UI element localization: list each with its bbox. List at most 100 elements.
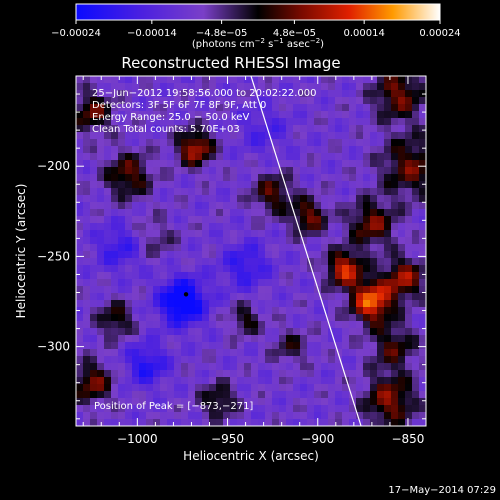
heatmap-cell (202, 125, 210, 133)
heatmap-cell (146, 321, 154, 329)
heatmap-cell (223, 83, 231, 91)
heatmap-cell (356, 293, 364, 301)
heatmap-cell (118, 202, 126, 210)
heatmap-cell (335, 328, 343, 336)
heatmap-cell (111, 230, 119, 238)
heatmap-cell (83, 146, 91, 154)
heatmap-cell (195, 363, 203, 371)
heatmap-cell (209, 419, 217, 426)
heatmap-cell (237, 391, 245, 399)
heatmap-cell (370, 111, 378, 119)
heatmap-cell (202, 328, 210, 336)
heatmap-cell (321, 405, 329, 413)
heatmap-cell (342, 314, 350, 322)
heatmap-cell (405, 335, 413, 343)
heatmap-cell (146, 384, 154, 392)
heatmap-cell (167, 377, 175, 385)
heatmap-cell (405, 384, 413, 392)
heatmap-cell (307, 349, 315, 357)
heatmap-cell (412, 111, 420, 119)
heatmap-cell (363, 293, 371, 301)
heatmap-cell (174, 370, 182, 378)
heatmap-cell (216, 370, 224, 378)
heatmap-cell (118, 405, 126, 413)
heatmap-cell (125, 377, 133, 385)
heatmap-cell (370, 244, 378, 252)
heatmap-cell (167, 132, 175, 140)
heatmap-cell (132, 314, 140, 322)
heatmap-cell (90, 125, 98, 133)
heatmap-cell (356, 356, 364, 364)
heatmap-cell (244, 286, 252, 294)
heatmap-cell (412, 391, 420, 399)
heatmap-cell (146, 286, 154, 294)
heatmap-cell (90, 342, 98, 350)
heatmap-cell (272, 174, 280, 182)
heatmap-cell (419, 258, 426, 266)
heatmap-cell (167, 391, 175, 399)
heatmap-cell (90, 286, 98, 294)
heatmap-cell (111, 363, 119, 371)
heatmap-cell (160, 132, 168, 140)
heatmap-cell (111, 195, 119, 203)
heatmap-cell (209, 223, 217, 231)
heatmap-cell (111, 167, 119, 175)
heatmap-cell (279, 216, 287, 224)
heatmap-cell (216, 111, 224, 119)
heatmap-cell (363, 265, 371, 273)
colorbar-tick-label: 4.8e−05 (273, 28, 316, 39)
heatmap-cell (139, 398, 147, 406)
heatmap-cell (167, 265, 175, 273)
heatmap-cell (160, 90, 168, 98)
heatmap-cell (370, 279, 378, 287)
heatmap-cell (216, 216, 224, 224)
heatmap-cell (405, 419, 413, 426)
heatmap-cell (405, 321, 413, 329)
heatmap-cell (139, 209, 147, 217)
heatmap-cell (230, 419, 238, 426)
heatmap-cell (342, 97, 350, 105)
heatmap-cell (286, 391, 294, 399)
heatmap-cell (377, 146, 385, 154)
heatmap-cell (307, 314, 315, 322)
heatmap-cell (244, 349, 252, 357)
heatmap-cell (139, 293, 147, 301)
heatmap-cell (195, 384, 203, 392)
heatmap-cell (83, 419, 91, 426)
heatmap-cell (153, 419, 161, 426)
heatmap-cell (139, 363, 147, 371)
heatmap-cell (90, 363, 98, 371)
heatmap-cell (300, 244, 308, 252)
heatmap-cell (356, 188, 364, 196)
heatmap-cell (363, 223, 371, 231)
heatmap-cell (328, 181, 336, 189)
heatmap-cell (356, 328, 364, 336)
heatmap-cell (83, 335, 91, 343)
heatmap-cell (258, 412, 266, 420)
heatmap-cell (216, 419, 224, 426)
heatmap-cell (377, 216, 385, 224)
heatmap-cell (76, 314, 84, 322)
heatmap-cell (167, 321, 175, 329)
heatmap-cell (202, 76, 210, 84)
heatmap-cell (153, 251, 161, 259)
heatmap-cell (223, 153, 231, 161)
heatmap-cell (139, 97, 147, 105)
heatmap-cell (398, 216, 406, 224)
heatmap-cell (146, 167, 154, 175)
heatmap-cell (104, 419, 112, 426)
heatmap-cell (356, 153, 364, 161)
heatmap-cell (328, 209, 336, 217)
heatmap-cell (167, 342, 175, 350)
heatmap-cell (412, 237, 420, 245)
heatmap-cell (83, 188, 91, 196)
heatmap-cell (363, 90, 371, 98)
heatmap-cell (188, 174, 196, 182)
heatmap-cell (97, 174, 105, 182)
heatmap-cell (244, 384, 252, 392)
heatmap-cell (391, 258, 399, 266)
heatmap-cell (139, 104, 147, 112)
heatmap-cell (412, 328, 420, 336)
heatmap-cell (251, 328, 259, 336)
heatmap-cell (342, 265, 350, 273)
